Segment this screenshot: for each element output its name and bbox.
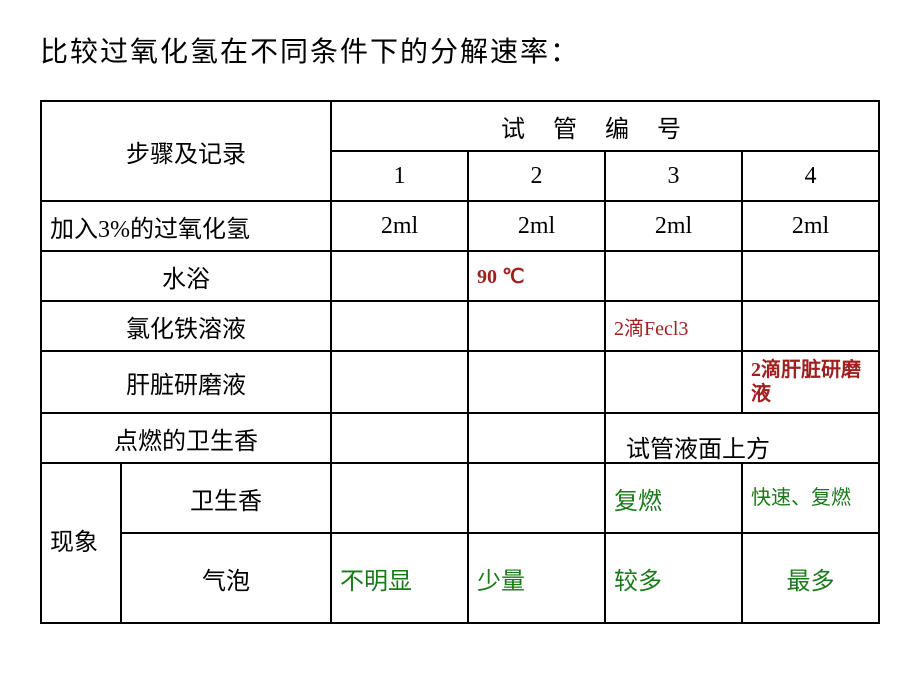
liver-c3 (605, 351, 742, 413)
h2o2-c3: 2ml (605, 201, 742, 251)
incense-lit-label: 点燃的卫生香 (41, 413, 331, 463)
incense-lit-c1 (331, 413, 468, 463)
incense-label: 卫生香 (121, 463, 331, 533)
incense-c4: 快速、复燃 (742, 463, 879, 533)
row-waterbath: 水浴 90 ℃ (41, 251, 879, 301)
row-bubbles: 气泡 不明显 少量 较多 最多 (41, 533, 879, 623)
incense-lit-c2 (468, 413, 605, 463)
h2o2-c2: 2ml (468, 201, 605, 251)
fecl3-label: 氯化铁溶液 (41, 301, 331, 351)
steps-header: 步骤及记录 (41, 101, 331, 201)
waterbath-label: 水浴 (41, 251, 331, 301)
bubbles-label: 气泡 (121, 533, 331, 623)
incense-c1 (331, 463, 468, 533)
tube-1-header: 1 (331, 151, 468, 201)
fecl3-c4 (742, 301, 879, 351)
bubbles-c4: 最多 (742, 533, 879, 623)
phenomena-label: 现象 (41, 463, 121, 623)
bubbles-c2: 少量 (468, 533, 605, 623)
row-fecl3: 氯化铁溶液 2滴Fecl3 (41, 301, 879, 351)
bubbles-c1: 不明显 (331, 533, 468, 623)
h2o2-c4: 2ml (742, 201, 879, 251)
bubbles-c3: 较多 (605, 533, 742, 623)
above-liquid-overlay: 试管液面上方 (626, 429, 770, 464)
tube-4-header: 4 (742, 151, 879, 201)
page-title: 比较过氧化氢在不同条件下的分解速率： (40, 30, 880, 70)
liver-c2 (468, 351, 605, 413)
waterbath-c4 (742, 251, 879, 301)
table-header-row-1: 步骤及记录 试管编号 (41, 101, 879, 151)
page-root: 比较过氧化氢在不同条件下的分解速率： 步骤及记录 试管编号 1 2 3 4 加入… (0, 0, 920, 654)
liver-c1 (331, 351, 468, 413)
incense-c2 (468, 463, 605, 533)
fecl3-c1 (331, 301, 468, 351)
h2o2-c1: 2ml (331, 201, 468, 251)
tube-2-header: 2 (468, 151, 605, 201)
row-liver: 肝脏研磨液 2滴肝脏研磨液 (41, 351, 879, 413)
row-h2o2: 加入3%的过氧化氢 2ml 2ml 2ml 2ml (41, 201, 879, 251)
tubes-header: 试管编号 (331, 101, 879, 151)
incense-c3: 复燃 (605, 463, 742, 533)
experiment-table: 步骤及记录 试管编号 1 2 3 4 加入3%的过氧化氢 2ml 2ml 2ml… (40, 100, 880, 624)
h2o2-label: 加入3%的过氧化氢 (41, 201, 331, 251)
waterbath-c1 (331, 251, 468, 301)
waterbath-c3 (605, 251, 742, 301)
liver-c4: 2滴肝脏研磨液 (742, 351, 879, 413)
row-incense: 现象 卫生香 复燃 快速、复燃 (41, 463, 879, 533)
fecl3-c3: 2滴Fecl3 (605, 301, 742, 351)
liver-label: 肝脏研磨液 (41, 351, 331, 413)
waterbath-c2: 90 ℃ (468, 251, 605, 301)
tube-3-header: 3 (605, 151, 742, 201)
fecl3-c2 (468, 301, 605, 351)
